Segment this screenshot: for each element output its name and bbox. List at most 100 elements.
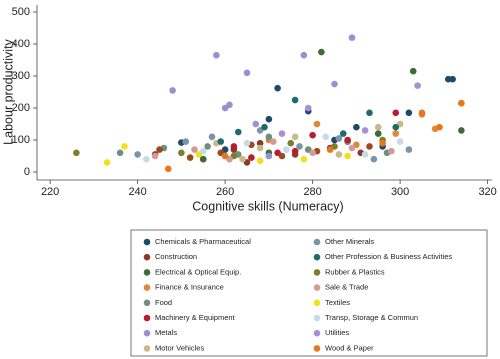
point (309, 131, 316, 139)
point (322, 133, 330, 141)
point (291, 133, 299, 141)
point (230, 143, 238, 150)
point (221, 152, 229, 160)
point (191, 146, 198, 153)
point (361, 127, 369, 134)
legend-label: Motor Vehicles (155, 343, 204, 352)
x-tick-label: 260 (216, 186, 234, 198)
point (169, 87, 176, 94)
legend-label: Utilities (325, 328, 349, 337)
legend-marker (313, 238, 321, 246)
point (186, 154, 194, 161)
y-axis-title: Labour productivity (1, 38, 15, 144)
point (243, 69, 251, 77)
point (243, 139, 251, 147)
point (392, 123, 400, 131)
point (348, 144, 356, 152)
point (265, 152, 273, 160)
legend-label: Machinery & Equipment (155, 313, 236, 322)
legend-label: Other Minerals (325, 237, 374, 246)
point (278, 130, 286, 137)
point (366, 109, 373, 117)
point (278, 152, 286, 160)
point (73, 149, 80, 157)
legend-marker (143, 345, 151, 352)
y-tick-label: 200 (12, 102, 30, 114)
legend-label: Chemicals & Pharmaceutical (155, 237, 251, 246)
point (256, 144, 264, 152)
point (436, 123, 443, 131)
point (261, 123, 268, 131)
point (134, 151, 141, 158)
legend-marker (143, 299, 151, 307)
point (221, 104, 229, 112)
point (256, 139, 264, 147)
legend-label: Sale & Trade (325, 283, 368, 292)
point (366, 143, 373, 150)
point (239, 155, 246, 163)
legend-marker (313, 329, 321, 337)
point (234, 128, 242, 136)
point (208, 133, 216, 141)
point (326, 146, 334, 153)
legend-marker (143, 238, 151, 246)
point (269, 138, 277, 145)
y-tick-label: 500 (12, 6, 30, 18)
point (405, 109, 413, 117)
point (304, 104, 312, 112)
point (344, 136, 351, 144)
y-tick-label: 300 (12, 70, 30, 82)
y-tick-label: 0 (24, 166, 30, 178)
legend-marker (143, 329, 151, 337)
point (213, 51, 220, 59)
point (396, 138, 404, 145)
legend-label: Metals (155, 328, 177, 337)
legend-label: Electrical & Optical Equip. (155, 267, 241, 276)
legend-marker (143, 284, 151, 291)
point (405, 146, 413, 153)
point (300, 155, 308, 163)
legend-marker (143, 314, 151, 322)
point (252, 120, 260, 128)
legend-marker (313, 314, 321, 322)
legend-label: Textiles (325, 298, 350, 307)
legend-label: Construction (155, 252, 197, 261)
legend-marker (313, 253, 321, 261)
point (291, 96, 299, 104)
point (143, 155, 150, 163)
legend-marker (313, 345, 321, 352)
x-axis-title: Cognitive skills (Numeracy) (192, 199, 343, 213)
point (344, 152, 351, 160)
legend-label: Transp, Storage & Commun (325, 313, 418, 322)
point (353, 123, 360, 131)
point (414, 82, 421, 89)
point (199, 147, 207, 155)
point (291, 147, 299, 155)
point (318, 48, 325, 56)
legend-label: Wood & Paper (325, 343, 374, 352)
point (335, 151, 343, 158)
point (156, 146, 163, 153)
point (335, 135, 343, 142)
point (379, 139, 386, 147)
point (300, 51, 308, 59)
point (287, 139, 295, 147)
legend-label: Finance & Insurance (155, 283, 224, 292)
point (449, 75, 456, 83)
point (392, 109, 400, 117)
point (458, 127, 465, 134)
point (409, 67, 417, 75)
point (199, 155, 207, 163)
point (309, 149, 316, 157)
point (265, 115, 273, 123)
x-tick-label: 300 (391, 186, 409, 198)
legend-label: Other Profession & Business Activities (325, 252, 452, 261)
legend-label: Rubber & Plastics (325, 267, 385, 276)
point (331, 80, 338, 88)
point (164, 165, 172, 173)
point (388, 147, 395, 155)
point (204, 143, 211, 150)
legend-label: Food (155, 298, 172, 307)
legend-marker (313, 269, 321, 276)
